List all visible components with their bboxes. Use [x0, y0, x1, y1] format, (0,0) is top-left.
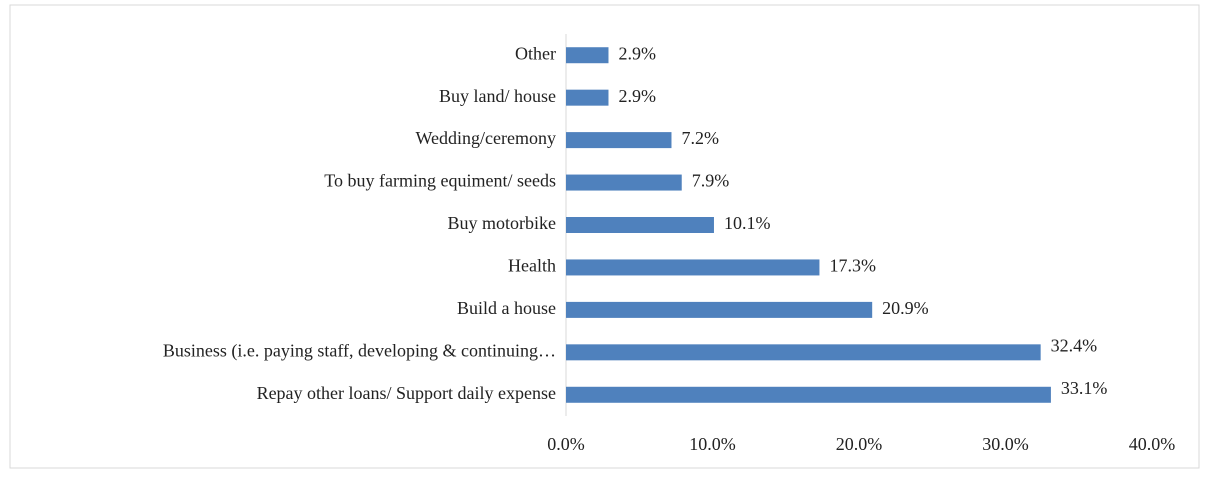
value-label: 17.3%	[829, 256, 876, 276]
y-tick-label: Business (i.e. paying staff, developing …	[163, 340, 556, 361]
x-tick-label: 0.0%	[547, 434, 585, 454]
y-tick-label: Health	[508, 256, 556, 276]
y-tick-label: Wedding/ceremony	[415, 128, 556, 148]
bar	[566, 259, 820, 276]
value-label: 32.4%	[1051, 335, 1098, 355]
bar	[566, 174, 682, 191]
value-label: 20.9%	[882, 298, 929, 318]
y-tick-label: To buy farming equiment/ seeds	[324, 171, 556, 191]
value-label: 33.1%	[1061, 378, 1108, 398]
value-label: 7.9%	[692, 171, 730, 191]
bar	[566, 217, 714, 233]
bar	[566, 132, 672, 149]
bar	[566, 301, 873, 318]
bar	[566, 89, 609, 106]
value-label: 10.1%	[724, 213, 771, 233]
bar	[566, 344, 1041, 361]
y-tick-label: Build a house	[457, 298, 556, 318]
bar	[566, 47, 609, 64]
x-tick-label: 40.0%	[1129, 434, 1176, 454]
x-tick-label: 30.0%	[982, 434, 1029, 454]
value-label: 2.9%	[618, 43, 656, 63]
bar	[566, 386, 1051, 403]
y-tick-label: Repay other loans/ Support daily expense	[257, 383, 556, 403]
value-label: 7.2%	[681, 128, 719, 148]
value-label: 2.9%	[618, 86, 656, 106]
x-tick-label: 20.0%	[836, 434, 883, 454]
y-tick-label: Buy land/ house	[439, 86, 556, 106]
x-tick-label: 10.0%	[689, 434, 736, 454]
y-tick-label: Buy motorbike	[448, 213, 557, 233]
y-tick-label: Other	[515, 43, 556, 63]
